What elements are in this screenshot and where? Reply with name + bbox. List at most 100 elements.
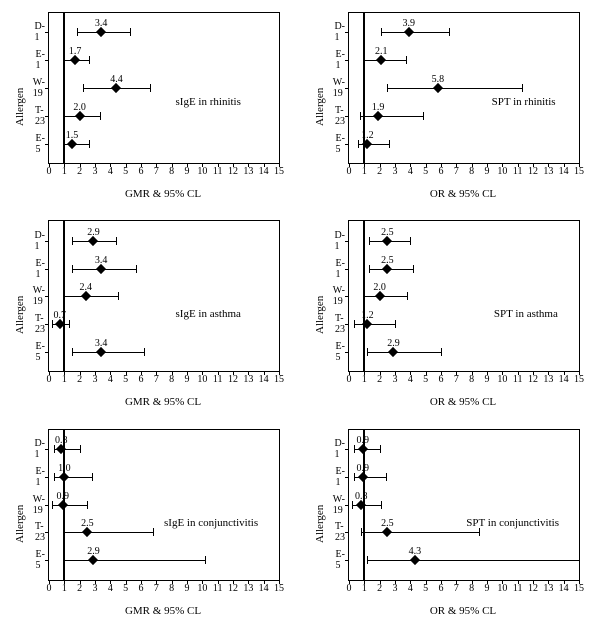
y-tick-mark <box>345 144 349 145</box>
y-tick-mark <box>45 505 49 506</box>
point-value: 0.7 <box>53 310 66 321</box>
plot-area: 0123456789101112131415D-10.9E-10.9W-190.… <box>348 429 580 581</box>
y-tick-label: D-1 <box>34 21 45 43</box>
y-axis-label: Allergen <box>14 88 26 126</box>
x-tick-label: 13 <box>543 374 553 385</box>
ci-cap <box>364 56 365 64</box>
y-tick-label: T-23 <box>335 105 345 127</box>
x-tick-label: 8 <box>469 166 474 177</box>
x-tick-label: 14 <box>259 374 269 385</box>
x-tick-label: 8 <box>469 583 474 594</box>
x-tick-label: 15 <box>574 166 584 177</box>
ci-cap <box>387 84 388 92</box>
y-tick-label: W-19 <box>333 285 345 307</box>
x-tick-label: 5 <box>423 374 428 385</box>
x-tick-label: 15 <box>274 166 284 177</box>
x-tick-label: 1 <box>62 583 67 594</box>
x-tick-label: 8 <box>169 374 174 385</box>
ci-cap <box>406 56 407 64</box>
x-tick-label: 1 <box>62 374 67 385</box>
ci-cap <box>100 112 101 120</box>
plot-area: 0123456789101112131415D-13.4E-11.7W-194.… <box>48 12 280 164</box>
ci-cap <box>130 28 131 36</box>
x-tick-label: 8 <box>169 583 174 594</box>
x-tick-label: 14 <box>259 583 269 594</box>
x-tick-label: 13 <box>543 583 553 594</box>
point-value: 2.9 <box>387 338 400 349</box>
ci-cap <box>354 320 355 328</box>
chart-panel: 0123456789101112131415D-13.4E-11.7W-194.… <box>4 6 296 210</box>
x-axis-label: OR & 95% CL <box>348 605 578 617</box>
x-tick-label: 3 <box>393 583 398 594</box>
y-tick-label: E-5 <box>336 549 345 571</box>
point-value: 2.5 <box>81 518 94 529</box>
y-tick-label: D-1 <box>334 230 345 252</box>
point-value: 2.0 <box>373 282 386 293</box>
x-tick-label: 3 <box>93 583 98 594</box>
x-tick-label: 0 <box>47 583 52 594</box>
point-value: 0.9 <box>357 463 370 474</box>
x-tick-label: 9 <box>185 166 190 177</box>
y-tick-mark <box>45 32 49 33</box>
ci-cap <box>367 348 368 356</box>
ci-cap <box>395 320 396 328</box>
ci-cap <box>363 292 364 300</box>
x-tick-label: 6 <box>439 374 444 385</box>
ci-line <box>387 88 522 89</box>
x-tick-label: 14 <box>259 166 269 177</box>
x-tick-label: 13 <box>243 583 253 594</box>
x-tick-label: 6 <box>139 583 144 594</box>
x-tick-label: 10 <box>497 583 507 594</box>
x-tick-label: 4 <box>108 583 113 594</box>
y-tick-label: E-1 <box>336 258 345 280</box>
x-tick-label: 7 <box>454 374 459 385</box>
x-tick-label: 10 <box>497 374 507 385</box>
y-tick-mark <box>45 60 49 61</box>
x-tick-label: 5 <box>123 583 128 594</box>
x-tick-label: 10 <box>497 166 507 177</box>
point-value: 4.3 <box>409 546 422 557</box>
point-value: 4.4 <box>110 74 123 85</box>
x-tick-label: 14 <box>559 583 569 594</box>
x-tick-label: 7 <box>454 583 459 594</box>
x-tick-label: 5 <box>123 374 128 385</box>
ci-cap <box>92 473 93 481</box>
y-tick-label: W-19 <box>33 77 45 99</box>
x-tick-label: 1 <box>362 166 367 177</box>
point-value: 2.4 <box>80 282 93 293</box>
point-value: 1.9 <box>372 102 385 113</box>
point-value: 1.7 <box>69 46 82 57</box>
ci-cap <box>369 237 370 245</box>
point-value: 5.8 <box>432 74 445 85</box>
y-tick-label: E-1 <box>336 49 345 71</box>
y-axis-label: Allergen <box>14 504 26 542</box>
point-value: 2.5 <box>381 518 394 529</box>
x-tick-label: 9 <box>485 583 490 594</box>
ci-cap <box>352 501 353 509</box>
x-tick-label: 2 <box>377 583 382 594</box>
y-tick-label: T-23 <box>35 521 45 543</box>
ci-line <box>64 296 118 297</box>
y-tick-label: W-19 <box>33 494 45 516</box>
ci-cap <box>423 112 424 120</box>
plot-area: 0123456789101112131415D-13.9E-12.1W-195.… <box>348 12 580 164</box>
ci-cap <box>150 84 151 92</box>
x-tick-label: 4 <box>108 166 113 177</box>
point-value: 2.5 <box>381 227 394 238</box>
x-axis-label: OR & 95% CL <box>348 396 578 408</box>
x-tick-label: 5 <box>423 583 428 594</box>
x-tick-label: 8 <box>169 166 174 177</box>
point-value: 2.1 <box>375 46 388 57</box>
y-tick-label: D-1 <box>334 438 345 460</box>
y-tick-mark <box>345 449 349 450</box>
y-tick-label: E-5 <box>36 133 45 155</box>
x-axis-label: GMR & 95% CL <box>48 188 278 200</box>
point-value: 1.2 <box>361 310 374 321</box>
y-axis-label: Allergen <box>314 88 326 126</box>
y-tick-label: T-23 <box>335 313 345 335</box>
point-value: 1.0 <box>58 463 71 474</box>
y-tick-mark <box>345 324 349 325</box>
y-tick-mark <box>45 144 49 145</box>
ci-cap <box>380 445 381 453</box>
chart-panel: 0123456789101112131415D-12.9E-13.4W-192.… <box>4 214 296 418</box>
